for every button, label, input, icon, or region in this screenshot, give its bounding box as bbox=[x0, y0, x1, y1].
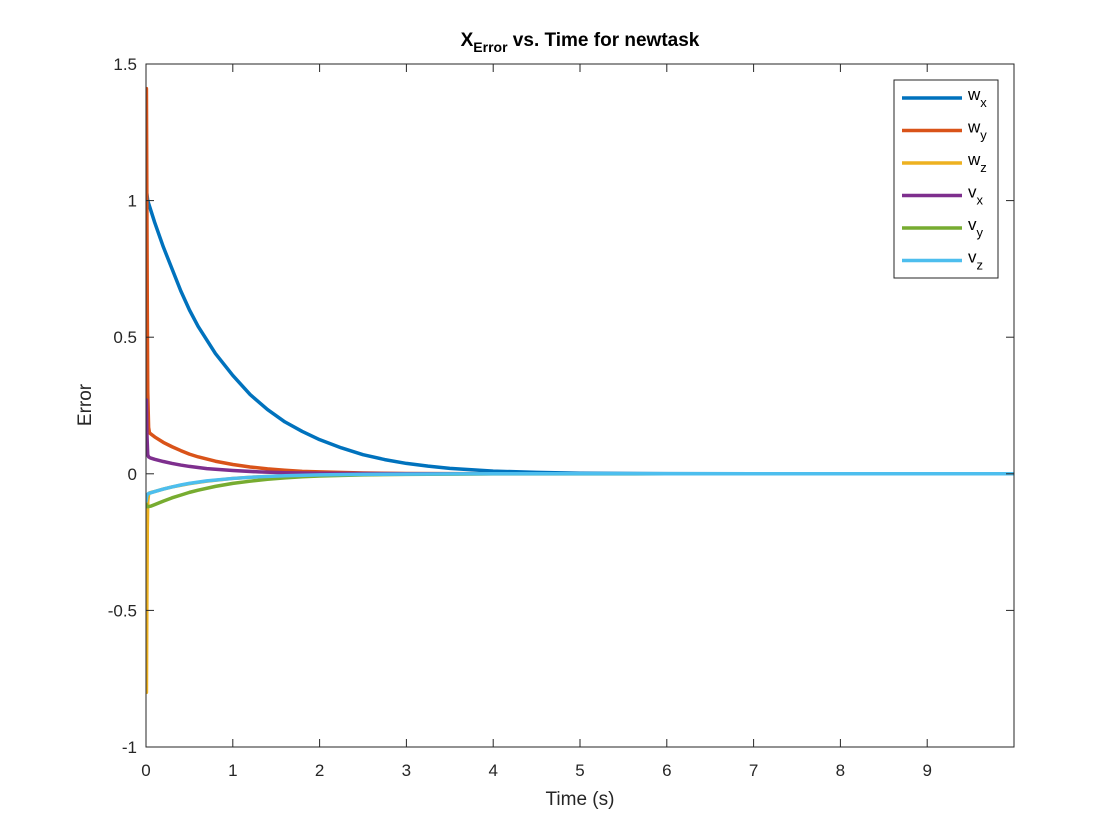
x-tick-label: 5 bbox=[575, 761, 584, 780]
series-line-vz bbox=[146, 472, 1014, 503]
plot-area bbox=[146, 64, 1014, 747]
x-tick-label: 7 bbox=[749, 761, 758, 780]
chart-title: XError vs. Time for newtask bbox=[461, 30, 700, 55]
x-tick-label: 9 bbox=[922, 761, 931, 780]
axis-ticks: 0 1 2 3 4 5 6 7 8 9 -1 -0.5 0 0.5 1 1.5 bbox=[108, 55, 1014, 780]
y-tick-label: 0.5 bbox=[113, 328, 137, 347]
chart-title-subscript: Error bbox=[473, 39, 508, 55]
chart-title-main: X bbox=[461, 30, 474, 51]
legend-label-vx: vx bbox=[968, 183, 984, 208]
chart-title-rest: vs. Time for newtask bbox=[508, 30, 700, 51]
x-axis-label: Time (s) bbox=[546, 789, 615, 810]
axes-box bbox=[145, 63, 1015, 748]
x-tick-label: 4 bbox=[488, 761, 497, 780]
x-tick-label: 0 bbox=[141, 761, 150, 780]
legend-box bbox=[893, 79, 999, 279]
x-tick-label: 6 bbox=[662, 761, 671, 780]
legend-label-wz: wz bbox=[967, 150, 987, 175]
y-tick-label: 1.5 bbox=[113, 55, 137, 74]
legend-label-vz: vz bbox=[968, 248, 983, 273]
x-tick-label: 3 bbox=[402, 761, 411, 780]
x-tick-label: 1 bbox=[228, 761, 237, 780]
legend: wx wy wz vx vy vz bbox=[893, 79, 999, 279]
y-tick-label: -1 bbox=[122, 738, 137, 757]
legend-label-wy: wy bbox=[967, 118, 987, 143]
x-tick-label: 8 bbox=[836, 761, 845, 780]
y-axis-label: Error bbox=[75, 383, 96, 426]
y-tick-label: -0.5 bbox=[108, 601, 137, 620]
series-layer bbox=[146, 86, 1014, 695]
legend-label-vy: vy bbox=[968, 215, 984, 240]
y-tick-label: 0 bbox=[128, 465, 137, 484]
legend-label-wx: wx bbox=[967, 85, 987, 110]
x-tick-label: 2 bbox=[315, 761, 324, 780]
y-tick-label: 1 bbox=[128, 192, 137, 211]
